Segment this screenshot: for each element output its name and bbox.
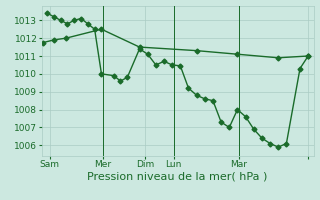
- X-axis label: Pression niveau de la mer( hPa ): Pression niveau de la mer( hPa ): [87, 172, 268, 182]
